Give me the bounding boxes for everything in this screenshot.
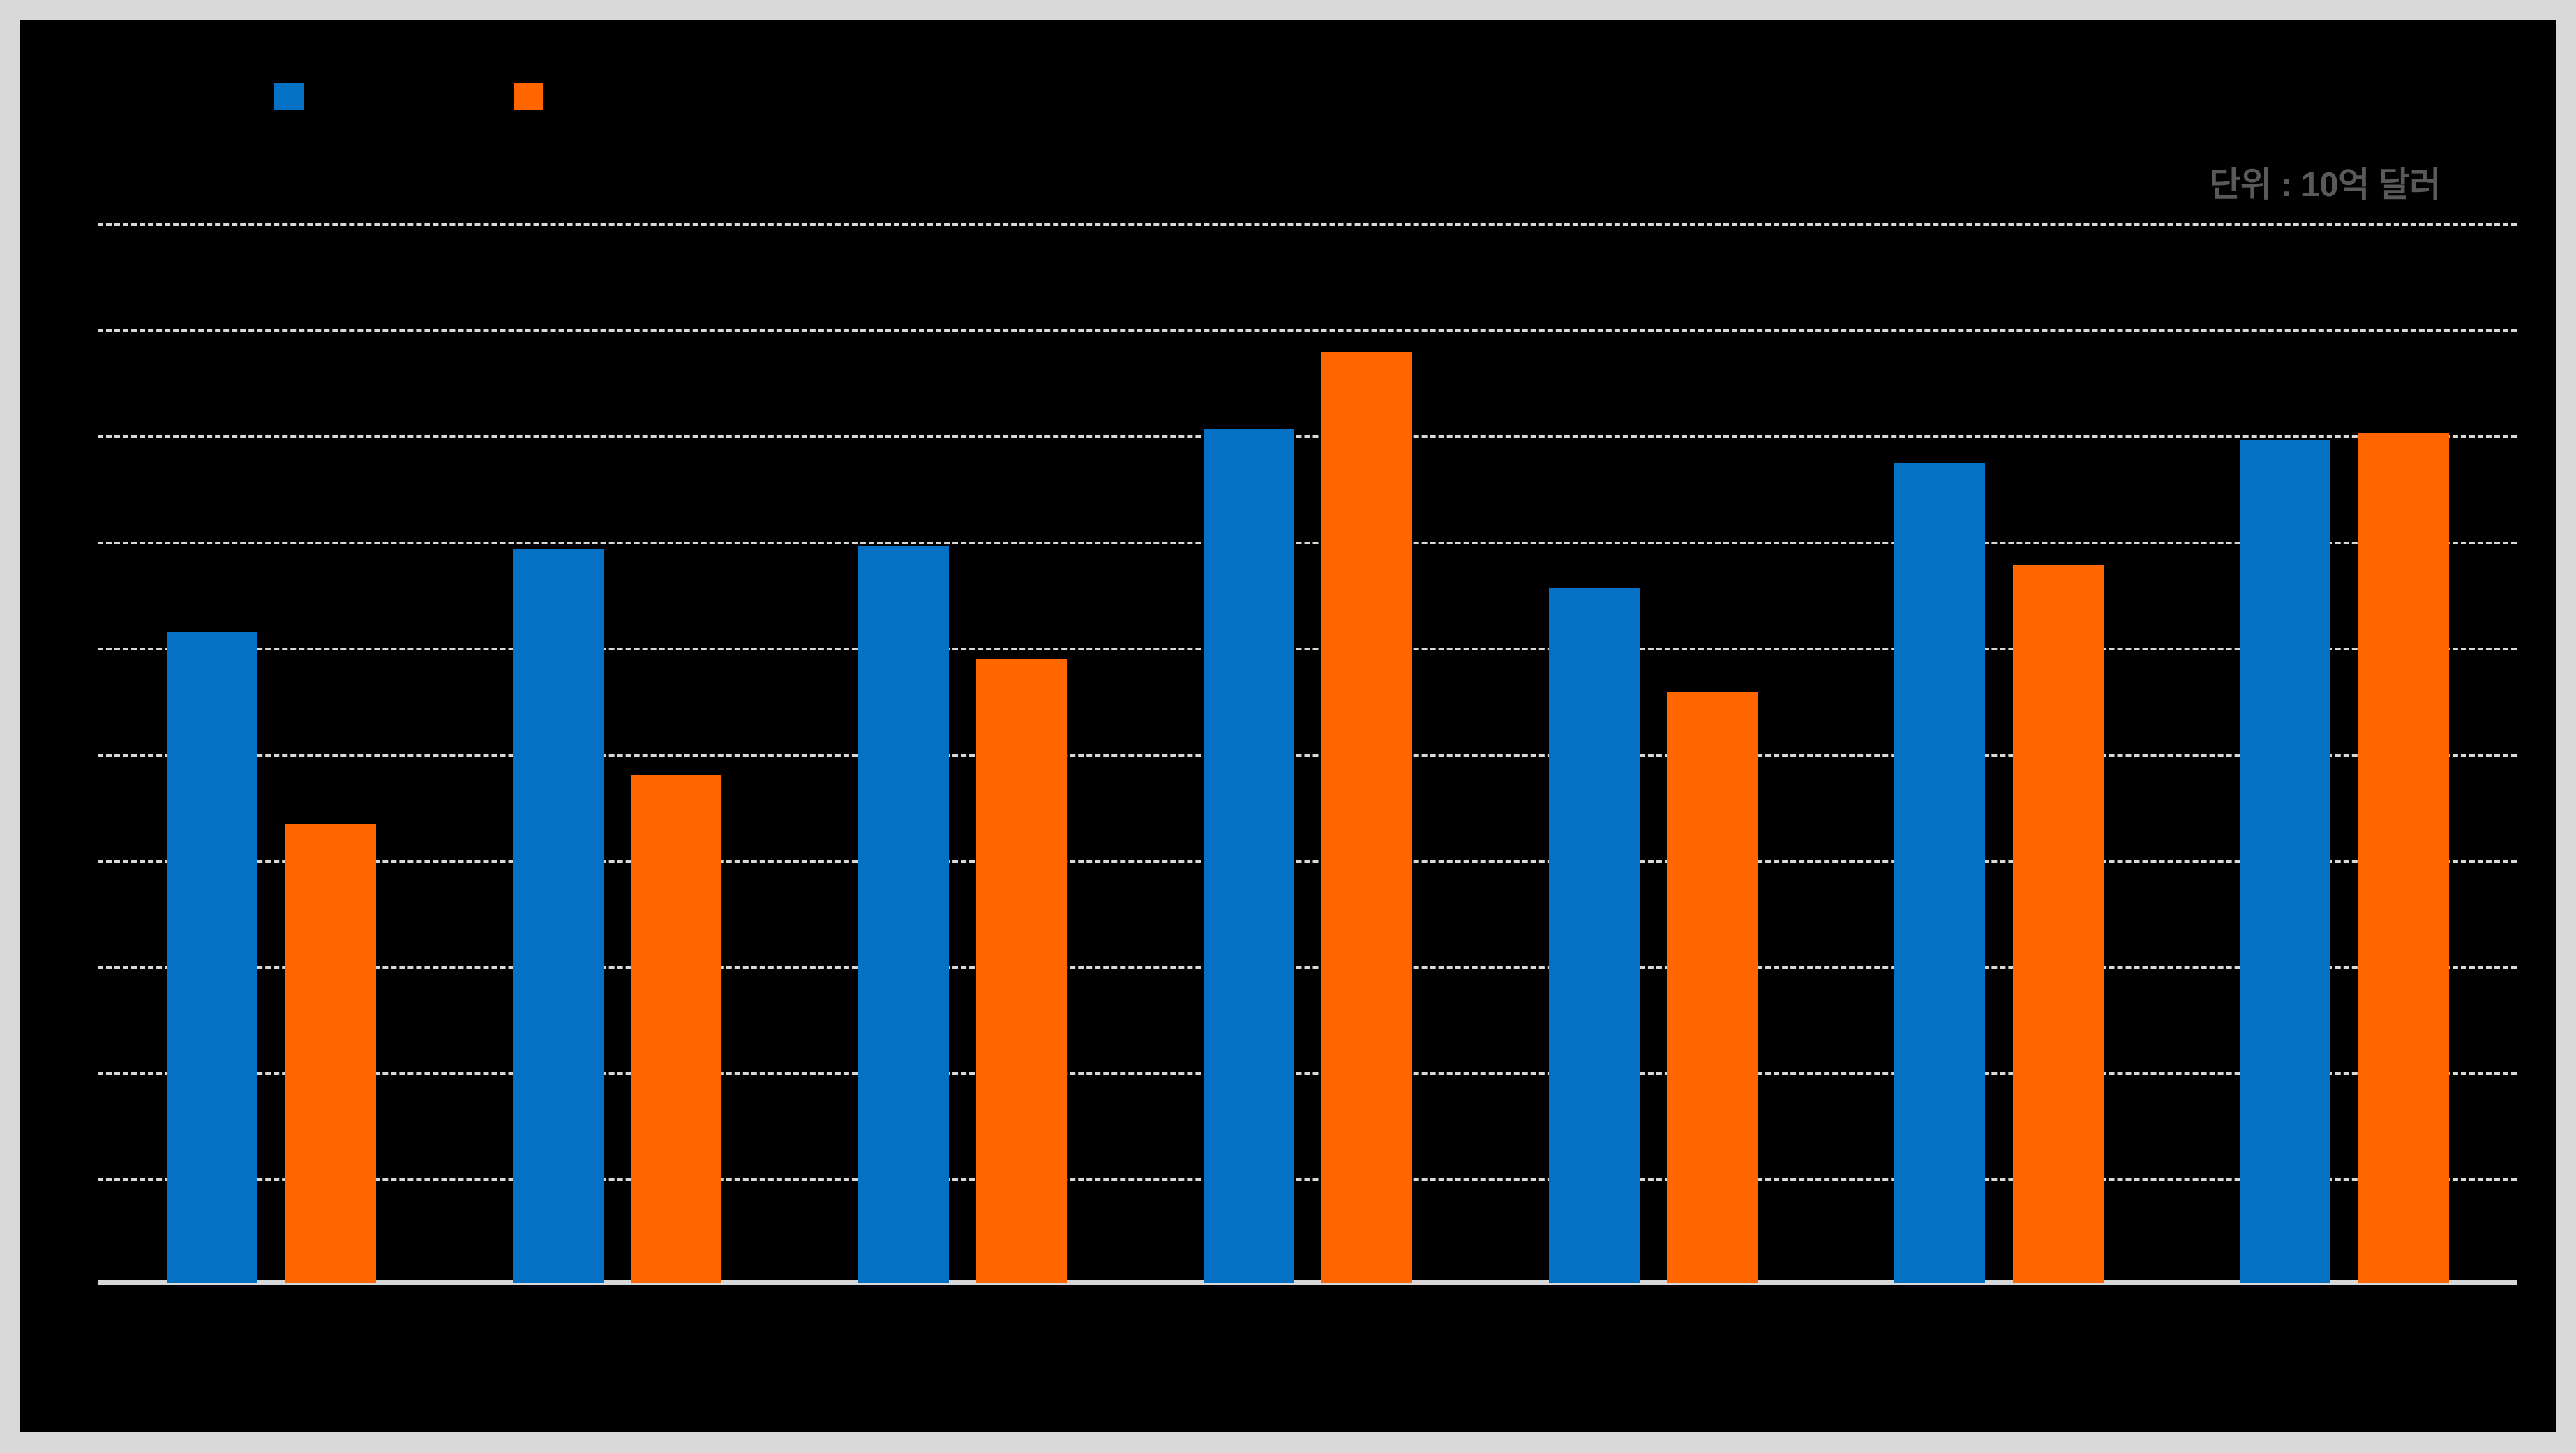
unit-note-label: 단위 : 10억 달러 xyxy=(2209,166,2441,204)
bar-series-1-category-6[interactable] xyxy=(1894,463,1985,1283)
plot-grid xyxy=(98,223,2517,1283)
bar-series-2-category-2[interactable] xyxy=(631,774,721,1283)
gridline xyxy=(98,223,2517,226)
bar-series-2-category-1[interactable] xyxy=(285,824,376,1283)
x-axis-line xyxy=(98,1280,2517,1285)
chart-legend xyxy=(20,20,2556,139)
gridline xyxy=(98,860,2517,863)
chart-panel: 단위 : 10억 달러 xyxy=(20,20,2556,1432)
gridline xyxy=(98,329,2517,332)
legend-swatch-series-1 xyxy=(274,83,304,110)
legend-swatch-series-2 xyxy=(514,83,543,110)
bar-series-1-category-3[interactable] xyxy=(858,545,949,1283)
bar-series-1-category-5[interactable] xyxy=(1549,588,1640,1283)
bar-series-2-category-6[interactable] xyxy=(2013,565,2104,1283)
gridline xyxy=(98,1178,2517,1181)
gridline xyxy=(98,754,2517,757)
gridline xyxy=(98,1072,2517,1075)
gridline xyxy=(98,435,2517,438)
gridline xyxy=(98,966,2517,969)
gridline xyxy=(98,542,2517,544)
bar-series-1-category-1[interactable] xyxy=(167,631,257,1283)
gridline xyxy=(98,648,2517,650)
bar-series-1-category-2[interactable] xyxy=(513,549,604,1283)
bar-series-2-category-4[interactable] xyxy=(1321,352,1412,1283)
bars-layer xyxy=(98,223,2517,1283)
bar-series-1-category-7[interactable] xyxy=(2240,440,2330,1283)
bar-series-2-category-7[interactable] xyxy=(2358,433,2449,1283)
bar-series-2-category-5[interactable] xyxy=(1667,692,1758,1283)
bar-series-1-category-4[interactable] xyxy=(1204,429,1294,1283)
bar-series-2-category-3[interactable] xyxy=(976,659,1067,1283)
